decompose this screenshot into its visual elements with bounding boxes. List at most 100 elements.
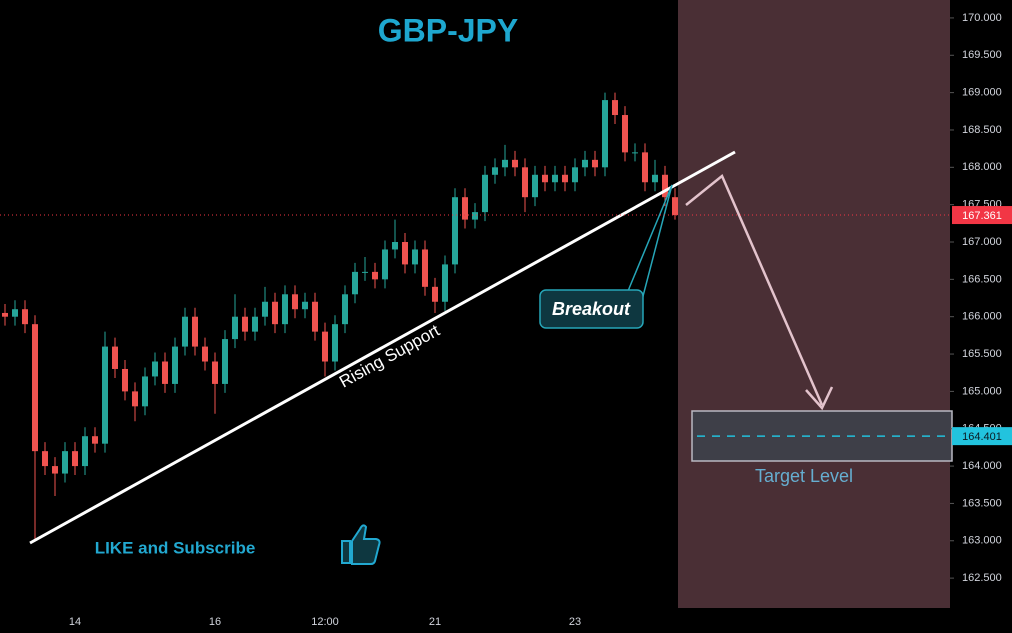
pointer xyxy=(627,184,673,292)
y-tick-label: 165.000 xyxy=(962,385,1002,397)
candle-body xyxy=(392,242,398,250)
candle-body xyxy=(282,294,288,325)
candle-body xyxy=(112,346,118,369)
candle-body xyxy=(212,361,218,384)
arrow-head xyxy=(805,386,834,411)
candle-body xyxy=(672,197,678,216)
candle-body xyxy=(402,242,408,265)
pointer xyxy=(641,184,673,301)
y-tick-label: 162.500 xyxy=(962,572,1002,584)
candle-body xyxy=(332,324,338,362)
y-tick-label: 163.000 xyxy=(962,535,1002,547)
candle-body xyxy=(522,167,528,198)
candle-body xyxy=(642,152,648,183)
candle-body xyxy=(632,152,638,154)
current-price-box xyxy=(952,206,1012,225)
candle-body xyxy=(542,174,548,183)
candle-body xyxy=(62,451,68,474)
candle-body xyxy=(142,376,148,407)
candle-body xyxy=(452,197,458,265)
candle-body xyxy=(82,436,88,467)
candle-body xyxy=(582,159,588,168)
candle-body xyxy=(72,451,78,467)
candle-body xyxy=(382,249,388,280)
candle-body xyxy=(412,249,418,265)
promo-text: LIKE and Subscribe xyxy=(95,538,256,557)
candle-body xyxy=(342,294,348,325)
candle-body xyxy=(162,361,168,384)
chart-title: GBP-JPY xyxy=(378,12,518,48)
candle-body xyxy=(242,316,248,332)
x-tick-label: 14 xyxy=(69,616,81,628)
candle-body xyxy=(502,159,508,168)
candle-body xyxy=(652,174,658,183)
y-tick-label: 170.000 xyxy=(962,12,1002,24)
y-tick-label: 163.500 xyxy=(962,497,1002,509)
y-tick-label: 165.500 xyxy=(962,348,1002,360)
y-tick-label: 167.000 xyxy=(962,236,1002,248)
target-price-label: 164.401 xyxy=(962,431,1002,443)
breakout-box xyxy=(539,289,644,329)
projection-arrow xyxy=(685,173,824,406)
candles xyxy=(2,92,678,541)
y-tick-label: 164.000 xyxy=(962,460,1002,472)
candle-body xyxy=(42,451,48,467)
candle-body xyxy=(272,301,278,325)
y-tick-label: 169.500 xyxy=(962,49,1002,61)
candle-body xyxy=(482,174,488,213)
candle-body xyxy=(492,167,498,175)
x-tick-label: 12:00 xyxy=(311,616,339,628)
candle-body xyxy=(622,115,628,153)
candle-body xyxy=(662,174,668,198)
candle-body xyxy=(602,100,608,168)
candle-body xyxy=(2,312,8,317)
candle-body xyxy=(352,271,358,295)
thumbs-up-icon xyxy=(341,524,381,565)
candle-body xyxy=(182,316,188,347)
candle-body xyxy=(192,316,198,347)
candle-body xyxy=(302,301,308,310)
candle-body xyxy=(232,316,238,340)
candle-body xyxy=(32,324,38,452)
x-tick-label: 21 xyxy=(429,616,441,628)
candle-body xyxy=(472,212,478,220)
y-tick-label: 168.000 xyxy=(962,161,1002,173)
y-tick-label: 166.000 xyxy=(962,311,1002,323)
breakout-label: Breakout xyxy=(552,299,631,319)
candle-body xyxy=(562,174,568,183)
current-price-label: 167.361 xyxy=(962,210,1002,222)
candle-body xyxy=(132,391,138,407)
y-tick-label: 166.500 xyxy=(962,273,1002,285)
candle-body xyxy=(172,346,178,384)
candle-body xyxy=(12,309,18,317)
support-line xyxy=(29,150,736,545)
candle-body xyxy=(102,346,108,444)
candle-body xyxy=(592,159,598,168)
candle-body xyxy=(312,301,318,332)
y-tick-label: 169.000 xyxy=(962,87,1002,99)
target-label: Target Level xyxy=(755,466,853,486)
candle-body xyxy=(612,100,618,116)
candle-body xyxy=(262,301,268,317)
candle-body xyxy=(372,271,378,280)
candle-body xyxy=(462,197,468,220)
candle-body xyxy=(362,271,368,273)
candle-body xyxy=(512,159,518,168)
candle-body xyxy=(92,436,98,444)
candle-body xyxy=(432,286,438,302)
x-tick-label: 23 xyxy=(569,616,581,628)
y-tick-label: 168.500 xyxy=(962,124,1002,136)
candle-body xyxy=(252,316,258,332)
target-price-box xyxy=(952,427,1012,446)
candle-body xyxy=(222,339,228,384)
candle-body xyxy=(322,331,328,362)
candle-body xyxy=(442,264,448,302)
candle-body xyxy=(422,249,428,287)
candle-body xyxy=(552,174,558,183)
candle-body xyxy=(532,174,538,198)
support-label: Rising Support xyxy=(336,321,443,392)
candle-body xyxy=(572,167,578,183)
candle-body xyxy=(122,368,128,392)
